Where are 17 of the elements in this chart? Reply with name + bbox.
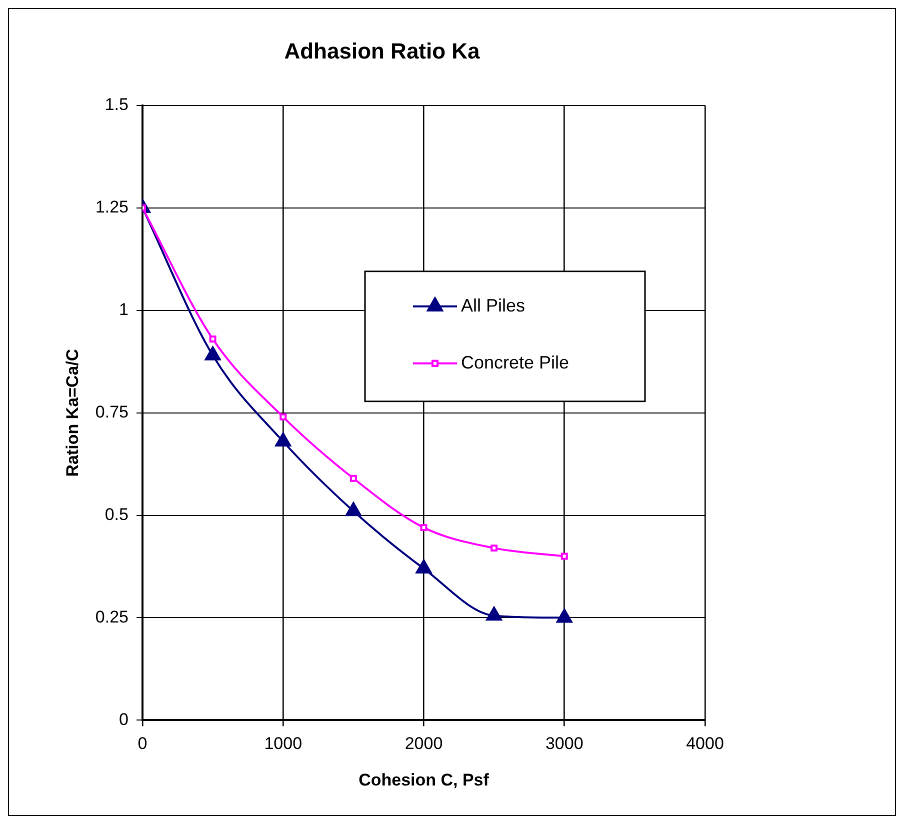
chart-title: Adhasion Ratio Ka bbox=[284, 38, 481, 64]
y-axis-title: Ration Ka=Ca/C bbox=[62, 348, 82, 477]
y-tick-label: 0.5 bbox=[104, 504, 128, 524]
x-tick-label: 4000 bbox=[686, 734, 724, 754]
x-tick-label: 1000 bbox=[264, 734, 302, 754]
x-tick-label: 0 bbox=[138, 734, 148, 754]
y-tick-label: 1 bbox=[119, 300, 128, 320]
legend-label: All Piles bbox=[461, 295, 526, 316]
y-tick-label: 1.5 bbox=[104, 95, 128, 114]
x-axis-title: Cohesion C, Psf bbox=[358, 770, 490, 790]
x-tick-label: 3000 bbox=[545, 734, 584, 754]
y-tick-label: 0 bbox=[119, 710, 128, 729]
x-tick-label: 2000 bbox=[404, 734, 443, 754]
y-tick-label: 1.25 bbox=[95, 198, 128, 217]
y-tick-label: 0.75 bbox=[95, 402, 128, 422]
y-tick-label: 0.25 bbox=[95, 607, 128, 626]
legend-label: Concrete Pile bbox=[461, 352, 570, 372]
